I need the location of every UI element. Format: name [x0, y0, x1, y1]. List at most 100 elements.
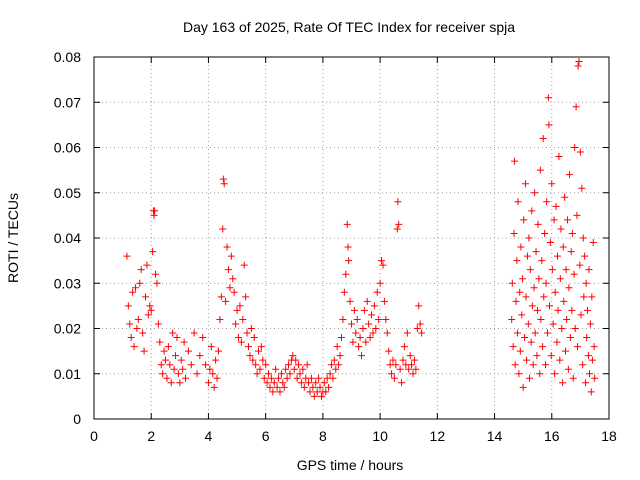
data-point — [360, 306, 368, 314]
data-point — [523, 252, 531, 260]
data-point — [219, 225, 227, 233]
data-point — [544, 94, 552, 102]
data-point — [560, 297, 568, 305]
data-point — [574, 62, 582, 70]
data-point — [587, 388, 595, 396]
data-point — [179, 365, 187, 373]
x-tick-label: 2 — [147, 428, 155, 444]
data-point — [180, 338, 188, 346]
data-point — [590, 343, 598, 351]
data-point — [170, 365, 178, 373]
data-point — [229, 275, 237, 283]
y-tick-label: 0.03 — [54, 275, 81, 291]
data-point — [166, 361, 174, 369]
data-point — [530, 284, 538, 292]
data-point — [539, 134, 547, 142]
data-point — [572, 103, 580, 111]
data-point — [136, 279, 144, 287]
data-point — [239, 315, 247, 323]
data-point — [586, 320, 594, 328]
data-point — [567, 248, 575, 256]
data-point — [529, 361, 537, 369]
data-point — [389, 356, 397, 364]
y-tick-label: 0.05 — [54, 185, 81, 201]
data-point — [562, 347, 570, 355]
data-point — [579, 234, 587, 242]
data-point — [327, 361, 335, 369]
data-point — [509, 343, 517, 351]
data-point — [522, 293, 530, 301]
data-point — [154, 320, 162, 328]
data-points — [123, 58, 599, 400]
y-tick-label: 0.02 — [54, 321, 81, 337]
data-point — [131, 284, 139, 292]
data-point — [167, 379, 175, 387]
data-point — [346, 297, 354, 305]
data-point — [380, 297, 388, 305]
data-point — [142, 293, 149, 301]
data-point — [575, 58, 583, 66]
data-point — [172, 352, 180, 360]
data-point — [292, 356, 300, 364]
data-point — [373, 288, 381, 296]
data-point — [272, 365, 280, 373]
data-point — [541, 361, 549, 369]
data-point — [520, 216, 528, 224]
data-point — [140, 347, 148, 355]
data-point — [554, 252, 561, 260]
data-point — [398, 379, 406, 387]
data-point — [216, 315, 224, 323]
data-point — [230, 288, 238, 296]
data-point — [412, 365, 420, 373]
data-point — [416, 320, 424, 328]
data-point — [534, 220, 542, 228]
data-point — [518, 311, 526, 319]
data-point — [369, 329, 377, 337]
data-point — [551, 370, 559, 378]
data-point — [535, 275, 543, 283]
data-point — [559, 243, 567, 251]
data-point — [545, 302, 553, 310]
data-point — [514, 198, 522, 206]
data-point — [536, 370, 544, 378]
data-point — [242, 293, 250, 301]
data-point — [528, 207, 536, 215]
data-point — [276, 388, 284, 396]
data-point — [199, 334, 207, 342]
chart-title: Day 163 of 2025, Rate Of TEC Index for r… — [183, 19, 515, 35]
data-point — [275, 374, 283, 382]
data-point — [548, 180, 556, 188]
data-point — [243, 329, 251, 337]
data-point — [226, 284, 234, 292]
x-tick-label: 14 — [487, 428, 503, 444]
data-point — [162, 356, 170, 364]
data-point — [588, 356, 596, 364]
data-point — [329, 374, 337, 382]
data-point — [508, 279, 516, 287]
data-point — [157, 361, 165, 369]
data-point — [564, 216, 572, 224]
data-point — [359, 325, 367, 332]
data-point — [527, 338, 535, 346]
data-point — [187, 361, 195, 369]
data-point — [190, 329, 198, 337]
data-point — [123, 252, 131, 260]
data-point — [375, 315, 383, 323]
data-point — [303, 361, 311, 369]
data-point — [376, 279, 384, 287]
data-point — [388, 370, 396, 378]
data-point — [245, 343, 252, 351]
data-point — [348, 320, 355, 328]
data-point — [164, 343, 172, 351]
data-point — [322, 388, 330, 396]
data-point — [266, 383, 274, 391]
data-point — [342, 270, 350, 278]
data-point — [234, 334, 242, 342]
data-point — [519, 383, 527, 391]
data-point — [339, 315, 347, 323]
data-point — [160, 347, 168, 355]
data-point — [174, 370, 182, 378]
data-point — [270, 379, 278, 387]
data-point — [214, 347, 222, 355]
